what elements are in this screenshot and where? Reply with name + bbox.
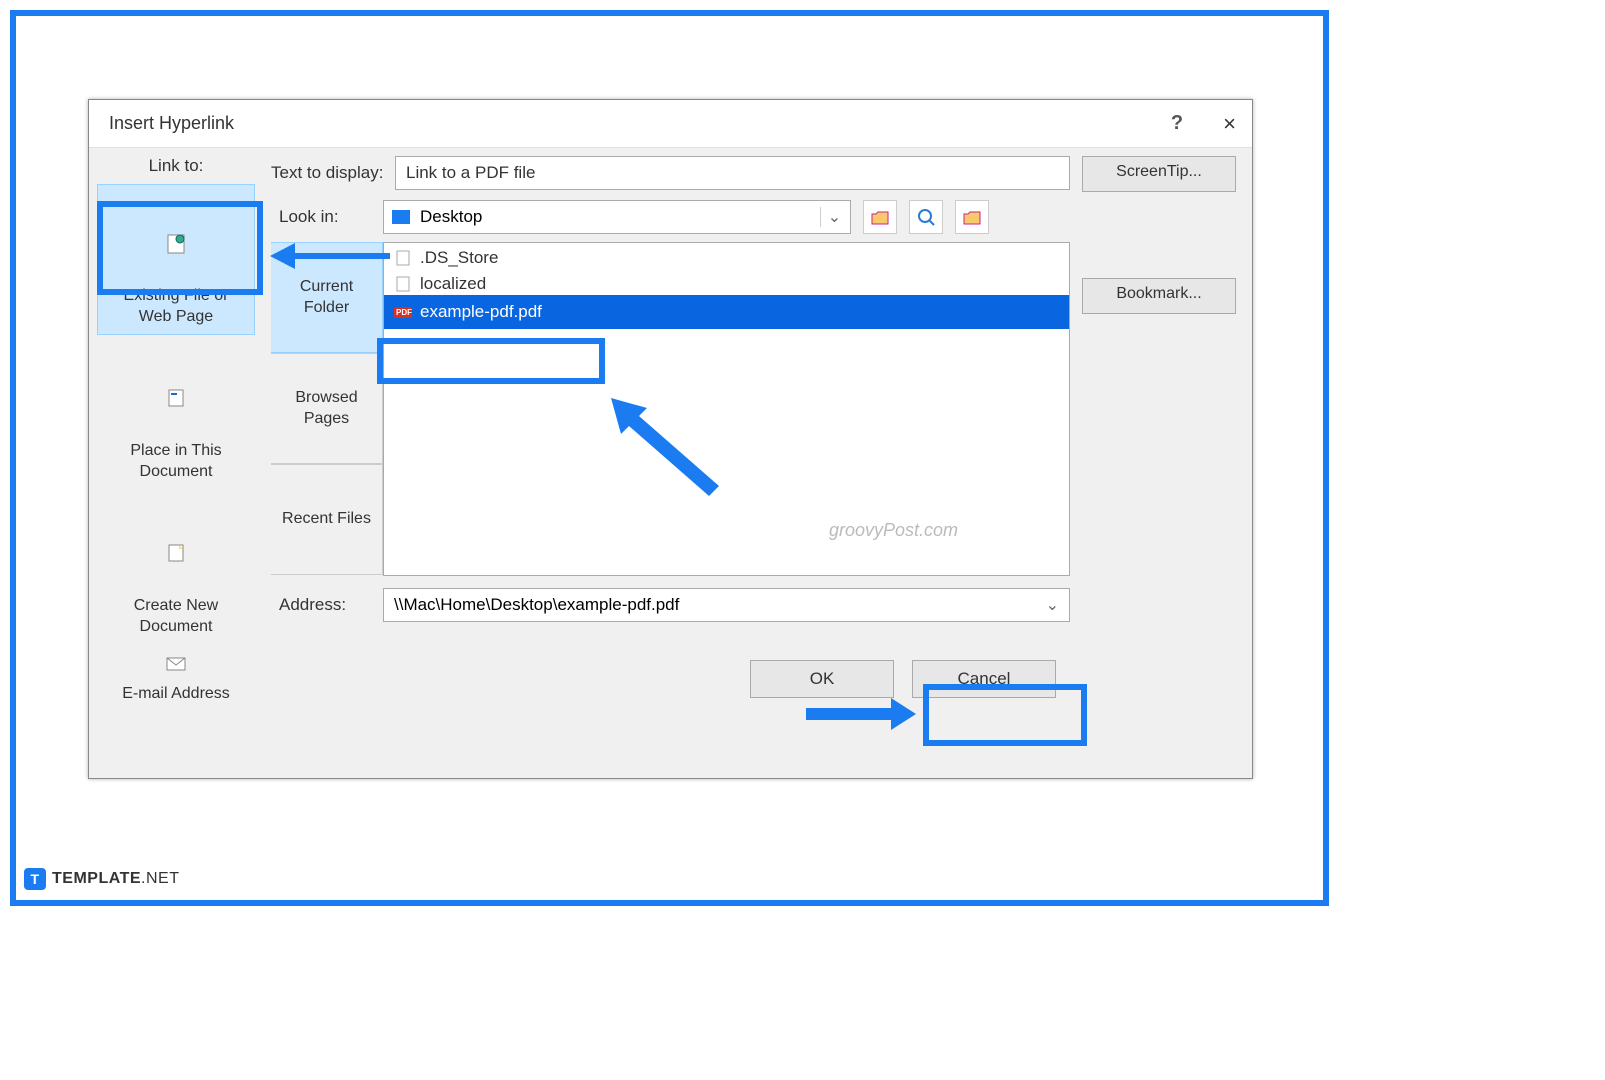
tab-browsed-pages[interactable]: Browsed Pages (271, 353, 383, 464)
new-document-icon (102, 521, 250, 571)
help-icon[interactable]: ? (1171, 112, 1183, 135)
text-to-display-label: Text to display: (263, 163, 395, 183)
linkto-place-in-doc[interactable]: Place in This Document (97, 339, 255, 490)
insert-hyperlink-dialog: Insert Hyperlink ? × Link to: Existing F… (88, 99, 1253, 779)
address-value: \\Mac\Home\Desktop\example-pdf.pdf (394, 595, 1046, 615)
footer-logo: T TEMPLATE .NET (24, 868, 179, 890)
file-icon (394, 275, 412, 293)
linkto-label: Link to: (149, 156, 204, 176)
linkto-item-label: Place in This Document (130, 442, 221, 480)
text-to-display-input[interactable] (395, 156, 1070, 190)
browse-web-icon (916, 207, 936, 227)
linkto-create-new-doc[interactable]: Create New Document (97, 494, 255, 645)
file-name: example-pdf.pdf (420, 302, 542, 322)
chevron-down-icon: ⌄ (1046, 595, 1059, 615)
watermark-text: groovyPost.com (829, 520, 1172, 541)
folder-open-icon (962, 208, 982, 226)
file-name: localized (420, 274, 486, 294)
folder-up-icon (870, 208, 890, 226)
file-icon (394, 249, 412, 267)
lookin-label: Look in: (271, 207, 383, 227)
main-column: Text to display: Look in: Desktop ⌄ (263, 148, 1082, 778)
browse-web-button[interactable] (909, 200, 943, 234)
address-row: Address: \\Mac\Home\Desktop\example-pdf.… (263, 588, 1070, 622)
text-to-display-row: Text to display: (263, 156, 1070, 190)
address-combobox[interactable]: \\Mac\Home\Desktop\example-pdf.pdf ⌄ (383, 588, 1070, 622)
dialog-titlebar: Insert Hyperlink ? × (89, 100, 1252, 148)
file-item-dsstore[interactable]: .DS_Store (384, 243, 1069, 273)
dialog-title: Insert Hyperlink (109, 113, 1171, 134)
email-icon (102, 655, 250, 680)
pdf-file-icon: PDF (394, 303, 412, 321)
chevron-down-icon: ⌄ (820, 207, 842, 227)
linkto-item-label: Create New Document (134, 597, 218, 635)
folder-tabs: Current Folder Browsed Pages Recent File… (271, 242, 383, 576)
right-column: ScreenTip... Bookmark... (1082, 148, 1252, 778)
dialog-body: Link to: Existing File or Web Page Place… (89, 148, 1252, 778)
screentip-button[interactable]: ScreenTip... (1082, 156, 1236, 192)
file-item-example-pdf[interactable]: PDF example-pdf.pdf (384, 295, 1069, 329)
globe-page-icon (102, 212, 250, 262)
lookin-row: Look in: Desktop ⌄ (263, 200, 1070, 234)
document-target-icon (102, 367, 250, 417)
footer-text-2: .NET (141, 870, 179, 888)
linkto-item-label: Existing File or Web Page (124, 287, 229, 325)
footer-text-1: TEMPLATE (52, 870, 141, 888)
address-label: Address: (271, 595, 383, 615)
up-one-level-button[interactable] (863, 200, 897, 234)
dialog-button-row: OK Cancel (263, 660, 1070, 698)
lookin-value: Desktop (420, 207, 820, 227)
tab-recent-files[interactable]: Recent Files (271, 464, 383, 575)
linkto-email[interactable]: E-mail Address (97, 648, 255, 712)
linkto-item-label: E-mail Address (122, 685, 230, 702)
cancel-button[interactable]: Cancel (912, 660, 1056, 698)
ok-button[interactable]: OK (750, 660, 894, 698)
file-item-localized[interactable]: localized (384, 273, 1069, 295)
close-icon[interactable]: × (1223, 111, 1236, 137)
lookin-combobox[interactable]: Desktop ⌄ (383, 200, 851, 234)
file-name: .DS_Store (420, 248, 498, 268)
browse-file-button[interactable] (955, 200, 989, 234)
tab-current-folder[interactable]: Current Folder (271, 242, 383, 353)
template-badge-icon: T (24, 868, 46, 890)
linkto-existing-file[interactable]: Existing File or Web Page (97, 184, 255, 335)
bookmark-button[interactable]: Bookmark... (1082, 278, 1236, 314)
desktop-folder-icon (392, 210, 410, 224)
outer-frame: Insert Hyperlink ? × Link to: Existing F… (10, 10, 1329, 906)
linkto-column: Link to: Existing File or Web Page Place… (89, 148, 263, 778)
